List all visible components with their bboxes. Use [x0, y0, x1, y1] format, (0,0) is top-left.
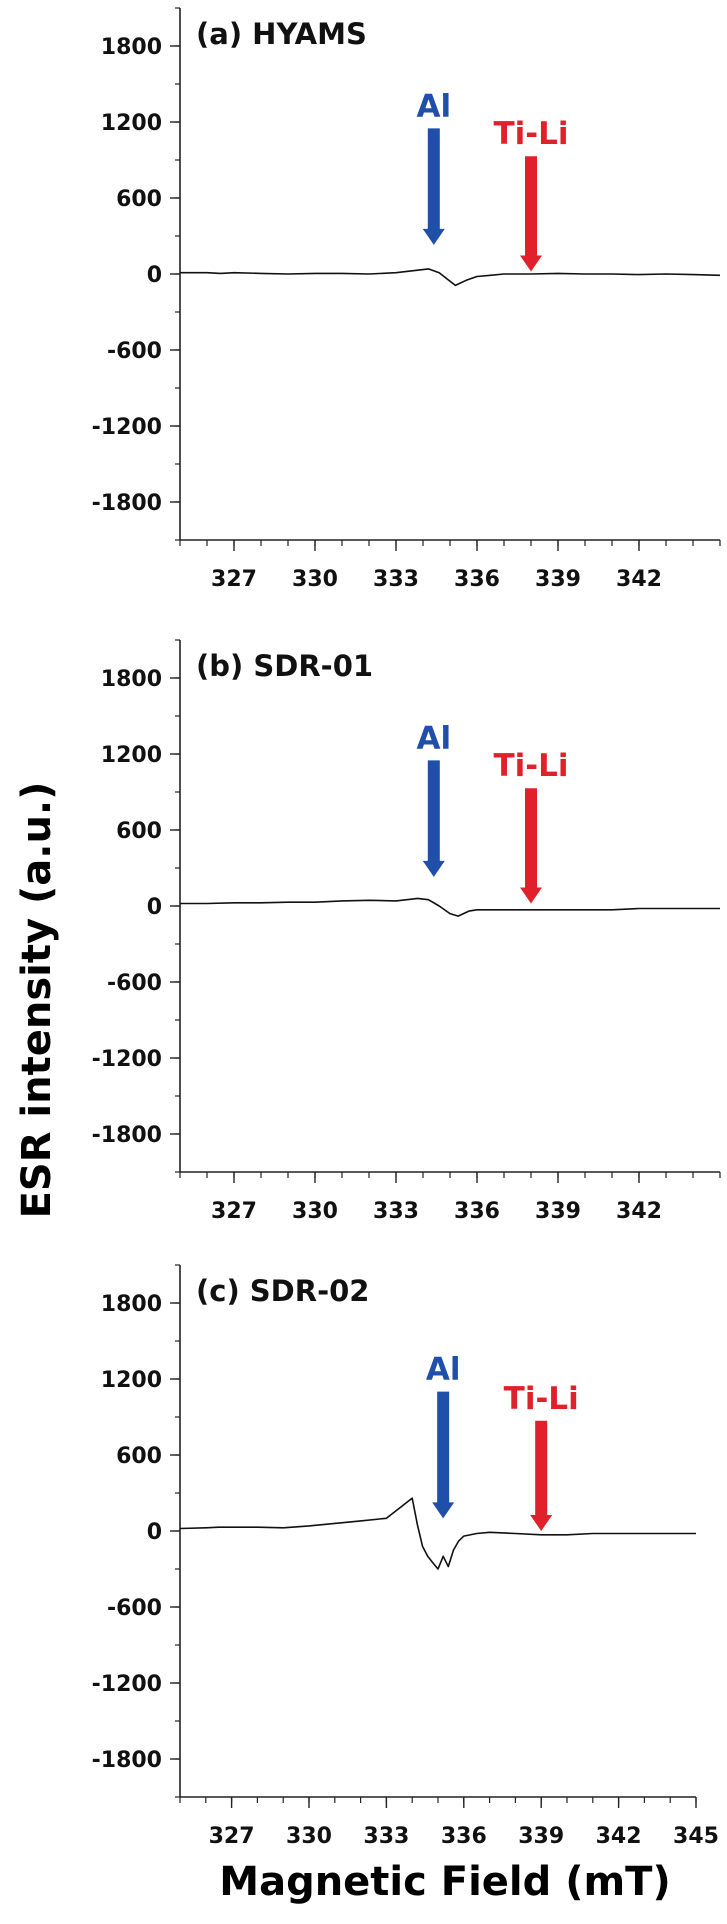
- panel-title: (c) SDR-02: [196, 1274, 369, 1308]
- annotation-ti-li: Ti-Li: [504, 1381, 579, 1531]
- y-tick-label: -1800: [92, 491, 162, 516]
- y-tick-label: 600: [116, 187, 162, 212]
- x-tick-label: 336: [454, 1199, 500, 1224]
- chart-panel-1: 1800 1200 600 0 -600 -1200 -1800 327 330 333 336 33…: [92, 7, 721, 592]
- chart-panels: 1800 1200 600 0 -600 -1200 -1800 327 330 333 336 33…: [92, 7, 721, 1849]
- x-tick-label: 333: [373, 1199, 419, 1224]
- x-tick-label: 345: [673, 1824, 719, 1849]
- x-tick-label: 339: [518, 1824, 564, 1849]
- y-tick-label: 1200: [101, 1368, 162, 1393]
- marker-arrow-icon: [432, 1391, 455, 1519]
- y-tick-label: -600: [107, 339, 162, 364]
- chart-panel-3: 1800 1200 600 0 -600 -1200 -1800 327 330 333 336 33…: [92, 1264, 719, 1849]
- x-tick-label: 327: [209, 1824, 255, 1849]
- marker-arrow-icon: [520, 156, 542, 272]
- x-tick-label: 342: [616, 567, 662, 592]
- x-tick-label: 342: [596, 1824, 642, 1849]
- marker-label: Ti-Li: [493, 116, 568, 152]
- y-axis-title: ESR intensity (a.u.): [14, 782, 60, 1219]
- esr-trace: [180, 268, 721, 287]
- y-tick-label: 1800: [101, 1292, 162, 1317]
- y-tick-label: 0: [147, 895, 162, 920]
- x-axis-title: Magnetic Field (mT): [219, 1859, 670, 1905]
- x-tick-label: 336: [454, 567, 500, 592]
- y-tick-label: 1800: [101, 35, 162, 60]
- annotation-ti-li: Ti-Li: [493, 748, 569, 904]
- marker-arrow-icon: [422, 128, 445, 245]
- y-tick-label: 0: [147, 1520, 162, 1545]
- esr-trace: [180, 897, 720, 917]
- x-tick-label: 330: [286, 1824, 332, 1849]
- marker-label: Al: [416, 720, 451, 756]
- esr-trace: [179, 1497, 696, 1570]
- annotation-al: Al: [426, 1352, 461, 1519]
- y-tick-label: 600: [116, 1444, 162, 1469]
- x-tick-label: 339: [535, 567, 581, 592]
- y-tick-label: -1800: [92, 1748, 162, 1773]
- x-tick-label: 333: [373, 567, 419, 592]
- panel-title: (b) SDR-01: [196, 649, 373, 683]
- x-tick-label: 342: [616, 1199, 662, 1224]
- y-tick-label: 1200: [101, 111, 162, 136]
- y-tick-label: 600: [116, 819, 162, 844]
- annotation-ti-li: Ti-Li: [493, 116, 569, 272]
- x-tick-label: 336: [441, 1824, 487, 1849]
- panel-title: (a) HYAMS: [196, 17, 367, 51]
- marker-label: Al: [426, 1352, 461, 1388]
- y-tick-label: -600: [107, 971, 162, 996]
- x-tick-label: 339: [535, 1199, 581, 1224]
- x-tick-label: 330: [292, 567, 338, 592]
- marker-label: Ti-Li: [504, 1381, 579, 1417]
- annotation-al: Al: [416, 720, 451, 877]
- marker-arrow-icon: [520, 788, 542, 904]
- marker-label: Ti-Li: [493, 748, 568, 784]
- x-tick-label: 330: [292, 1199, 338, 1224]
- y-tick-label: -1800: [92, 1123, 162, 1148]
- annotation-al: Al: [416, 88, 451, 245]
- y-tick-label: -1200: [92, 1047, 162, 1072]
- y-tick-label: 1800: [101, 667, 162, 692]
- marker-label: Al: [416, 88, 451, 124]
- marker-arrow-icon: [422, 760, 445, 877]
- x-tick-label: 333: [363, 1824, 409, 1849]
- marker-arrow-icon: [530, 1420, 553, 1531]
- y-tick-label: -1200: [92, 1672, 162, 1697]
- x-tick-label: 327: [211, 1199, 257, 1224]
- x-tick-label: 327: [211, 567, 257, 592]
- y-tick-label: -1200: [92, 415, 162, 440]
- y-tick-label: 1200: [101, 743, 162, 768]
- y-tick-label: -600: [107, 1596, 162, 1621]
- y-tick-label: 0: [147, 263, 162, 288]
- chart-panel-2: 1800 1200 600 0 -600 -1200 -1800 327 330 333 336 33…: [92, 639, 721, 1224]
